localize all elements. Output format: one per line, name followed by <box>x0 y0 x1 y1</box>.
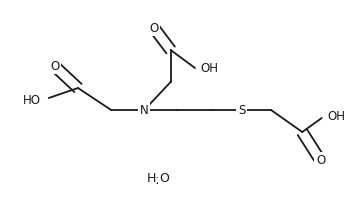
Text: O: O <box>159 172 169 184</box>
Text: N: N <box>140 103 149 116</box>
Text: O: O <box>316 154 325 167</box>
Text: O: O <box>149 22 159 35</box>
Text: OH: OH <box>201 62 219 75</box>
Text: S: S <box>238 103 245 116</box>
Text: O: O <box>50 59 59 73</box>
Text: OH: OH <box>327 110 346 122</box>
Text: 2: 2 <box>155 176 161 186</box>
Text: H: H <box>147 172 156 184</box>
Text: HO: HO <box>23 94 41 106</box>
